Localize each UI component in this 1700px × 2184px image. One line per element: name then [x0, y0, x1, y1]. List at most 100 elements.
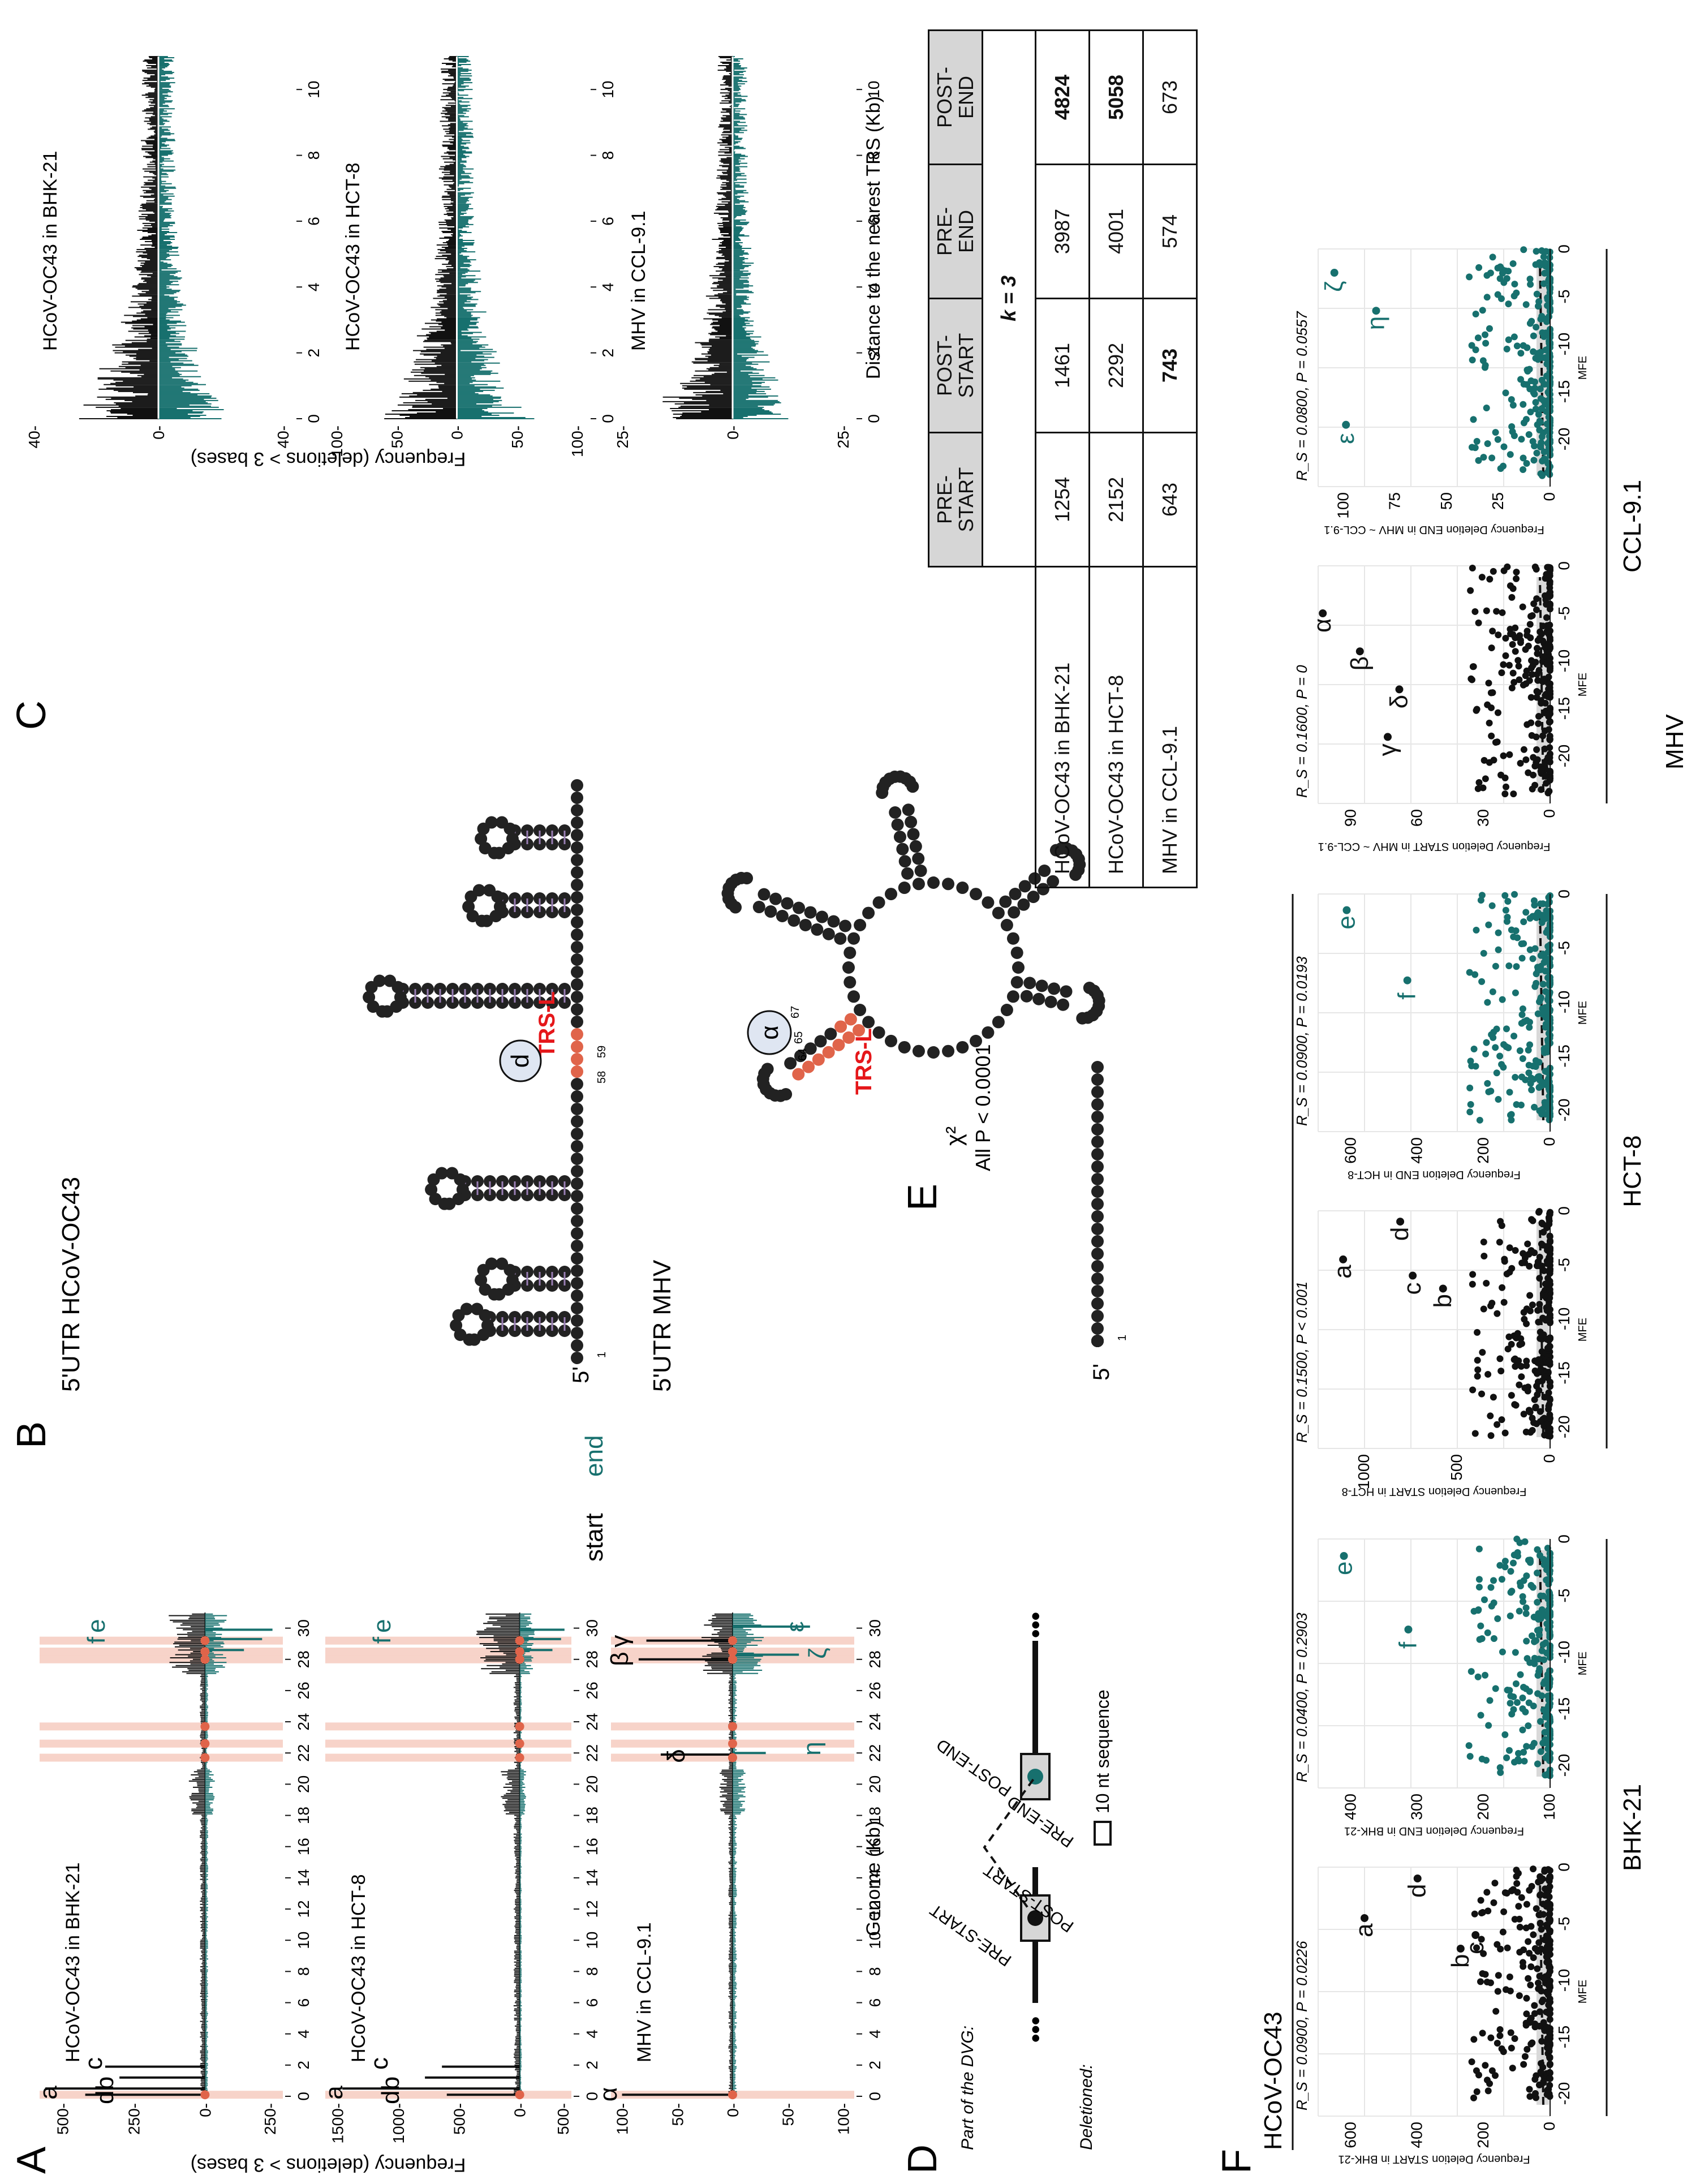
- nucleotide: [571, 1240, 583, 1252]
- nucleotide: [1057, 998, 1070, 1011]
- x-tick-label: 0: [599, 414, 617, 423]
- nucleotide: [571, 941, 583, 953]
- nucleotide: [571, 1065, 583, 1078]
- nucleotide: [571, 841, 583, 854]
- scatter-point: [1544, 1899, 1551, 1907]
- x-tick-label: -10: [1555, 1969, 1573, 1992]
- nucleotide: [454, 1173, 467, 1186]
- x-tick-label: 24: [583, 1713, 601, 1730]
- group-label-oc43: HCoV-OC43: [1259, 2011, 1287, 2150]
- x-tick-label: 20: [583, 1775, 601, 1793]
- y-tick-label: 0-: [449, 425, 466, 440]
- trs-dot: [728, 1753, 737, 1762]
- scatter-point: [1531, 2090, 1539, 2097]
- panel-a: Frequency (deletions > 3 bases) Genome (…: [191, 1435, 884, 2176]
- scatter-point: [1523, 1901, 1530, 1908]
- scatter-point: [1504, 1944, 1511, 1951]
- dvg-end-dot: [1027, 1769, 1043, 1785]
- nucleotide: [927, 1046, 940, 1059]
- trs-dot: [200, 1753, 210, 1762]
- x-tick-label: 16: [866, 1838, 884, 1855]
- x-tick-label: 4: [583, 2030, 601, 2039]
- nucleotide: [477, 1329, 490, 1342]
- scatter-point: [1516, 1915, 1523, 1923]
- x-tick-label: 10: [305, 81, 322, 98]
- scatter-point: [1537, 1748, 1544, 1755]
- y-tick-label: 400: [1408, 2122, 1426, 2148]
- y-axis-label: Frequency Deletion START in BHK-21: [1338, 2153, 1530, 2165]
- nucleotide: [571, 991, 583, 1003]
- nucleotide: [571, 792, 583, 804]
- nucleotide: [787, 914, 800, 927]
- scatter-point: [1525, 1975, 1532, 1982]
- scatter-point: [1516, 1923, 1523, 1931]
- nucleotide: [794, 1050, 807, 1063]
- peak-label: η: [798, 1742, 826, 1755]
- nucleotide: [906, 780, 919, 793]
- trs-label: TRS-L: [851, 1028, 876, 1095]
- trs-dot: [200, 1722, 210, 1731]
- nucleotide: [769, 892, 782, 905]
- five-prime-label: 5': [1089, 1364, 1114, 1381]
- scatter-point: [1475, 1576, 1483, 1583]
- scatter-point: [1546, 2039, 1553, 2047]
- nucleotide: [571, 804, 583, 816]
- dvg-pre-end: PRE-END: [1004, 1792, 1077, 1851]
- x-tick-label: 4: [865, 282, 883, 291]
- nucleotide: [506, 1274, 519, 1287]
- scatter-point: [1546, 2044, 1553, 2051]
- x-tick-label: 16: [295, 1838, 312, 1855]
- nt-number: 1: [596, 1352, 608, 1358]
- dvg-deletioned-label: Deletioned:: [1077, 2064, 1096, 2150]
- x-tick-label: 12: [583, 1900, 601, 1918]
- peak-label: c: [80, 2057, 107, 2070]
- nucleotide: [1032, 992, 1045, 1005]
- nucleotide: [502, 842, 515, 855]
- scatter-point: [1498, 2045, 1505, 2053]
- scatter-point: [1496, 1764, 1504, 1771]
- nucleotide: [942, 1044, 955, 1057]
- nucleotide: [832, 1038, 845, 1051]
- nucleotide: [898, 855, 911, 868]
- panel-letter-a: A: [9, 2147, 54, 2174]
- nucleotide: [799, 918, 812, 931]
- nucleotide: [804, 906, 817, 919]
- nucleotide: [571, 1115, 583, 1128]
- scatter-point: [1530, 1954, 1537, 1961]
- scatter-point: [1529, 2039, 1536, 2047]
- scatter-point: [1527, 1923, 1535, 1930]
- utr-mhv-title: 5'UTR MHV: [648, 1259, 676, 1392]
- nucleotide: [1091, 1086, 1104, 1098]
- trs-dot: [728, 1654, 737, 1664]
- y-tick-label: 250-: [125, 2103, 143, 2135]
- x-tick-label: 26: [866, 1682, 884, 1699]
- scatter-point: [1534, 1947, 1542, 1955]
- scatter-point: [1546, 1911, 1553, 1918]
- scatter-point: [1473, 2067, 1480, 2074]
- nucleotide: [776, 909, 789, 922]
- nucleotide: [927, 876, 940, 889]
- nucleotide: [909, 840, 922, 853]
- scatter-point: [1521, 1757, 1528, 1765]
- x-tick-label: 28: [866, 1650, 884, 1668]
- nucleotide: [452, 1193, 465, 1206]
- nucleotide: [1018, 880, 1031, 893]
- nucleotide: [902, 803, 915, 816]
- trs-dot: [515, 1739, 524, 1748]
- y-tick-label: 50-: [388, 425, 406, 448]
- nucleotide: [824, 1027, 837, 1041]
- nucleotide: [571, 1352, 583, 1364]
- scatter-point: [1531, 2002, 1538, 2009]
- nucleotide: [571, 1202, 583, 1215]
- x-tick-label: 6: [865, 217, 883, 226]
- nucleotide: [822, 1046, 835, 1059]
- x-tick-label: 8: [295, 1967, 312, 1976]
- nt-number: 58: [596, 1071, 608, 1084]
- nucleotide: [1000, 1004, 1013, 1016]
- scatter-point: [1503, 1754, 1510, 1761]
- nucleotide: [1091, 1111, 1104, 1123]
- nucleotide: [506, 832, 519, 845]
- labelled-point: [1361, 1914, 1368, 1922]
- nucleotide: [802, 1060, 815, 1073]
- scatter-point: [1516, 1607, 1523, 1615]
